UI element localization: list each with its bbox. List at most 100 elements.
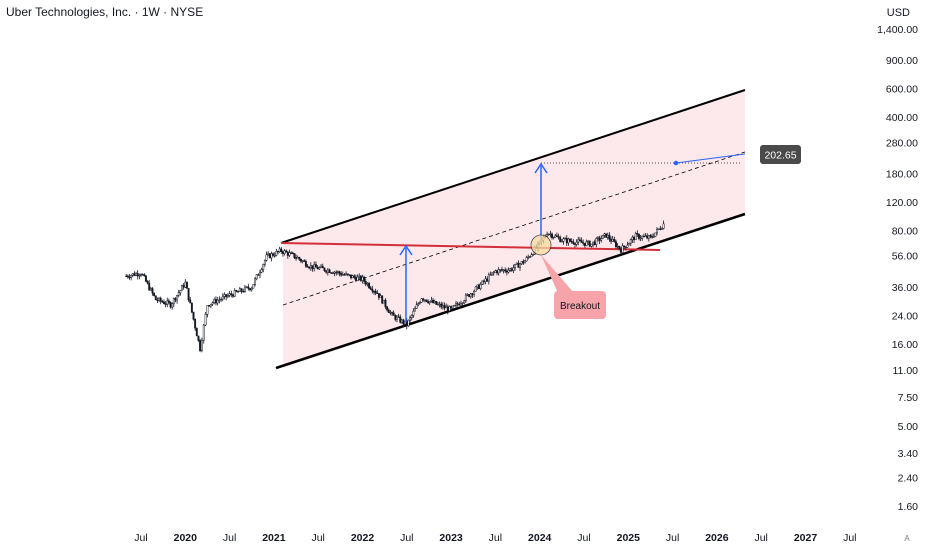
candle-body [564, 238, 567, 240]
candle-body [481, 280, 484, 285]
candle-body [270, 253, 273, 259]
candle-body [272, 253, 275, 256]
x-tick-label: 2023 [439, 532, 463, 544]
candle-body [218, 299, 221, 301]
candle-body [353, 275, 356, 278]
currency-label[interactable]: USD [886, 7, 910, 19]
candle-body [151, 288, 154, 294]
x-tick-label: Jul [311, 532, 324, 544]
y-tick-label: 2.40 [898, 472, 919, 484]
y-tick-label: 24.00 [892, 310, 918, 322]
candle-body [350, 274, 352, 279]
candle-body [140, 274, 142, 276]
candle-body [580, 240, 583, 243]
candle-body [469, 293, 472, 297]
candle-body [639, 237, 642, 240]
candle-body [512, 267, 515, 271]
target-price-badge [760, 145, 801, 164]
candle-body [437, 304, 439, 306]
candle-body [143, 274, 146, 277]
candle-body [278, 248, 281, 252]
candle-body [463, 300, 466, 304]
candle-body [567, 238, 570, 244]
candle-body [484, 278, 487, 282]
candle-body [171, 303, 174, 308]
auto-scale-button[interactable]: A [904, 534, 910, 543]
candle-body [659, 228, 662, 230]
candle-body [587, 240, 590, 243]
candle-body [464, 294, 467, 302]
candle-body [265, 254, 268, 261]
candle-body [262, 264, 265, 270]
candle-body [466, 294, 469, 296]
candle-body [364, 281, 367, 285]
candle-body [628, 242, 631, 246]
breakout-callout [554, 291, 606, 319]
candle-body [293, 253, 296, 258]
candle-body [386, 306, 389, 311]
candle-body [623, 245, 626, 248]
candle-body [546, 234, 549, 237]
candle-body [325, 270, 328, 273]
candle-body [311, 265, 314, 270]
candle-body [562, 238, 565, 242]
candle-body [148, 282, 151, 291]
candle-body [213, 299, 216, 303]
candle-body [149, 288, 152, 291]
candle-body [423, 299, 426, 301]
candle-body [656, 228, 658, 234]
candle-body [520, 261, 523, 265]
candle-body [649, 235, 652, 237]
candle-body [141, 274, 144, 276]
x-tick-label: 2025 [617, 532, 641, 544]
candle-body [636, 233, 639, 235]
candle-body [402, 319, 405, 325]
candle-body [570, 241, 573, 243]
candle-body [510, 268, 513, 271]
candle-body [559, 237, 562, 243]
candle-body [223, 294, 226, 297]
candle-body [394, 315, 397, 320]
candle-body [387, 309, 390, 313]
candle-body [351, 275, 354, 279]
candle-body [441, 305, 444, 308]
candle-body [377, 293, 380, 298]
candle-body [610, 238, 613, 242]
candle-body [414, 308, 416, 312]
candle-body [415, 304, 418, 309]
candle-body [519, 263, 521, 268]
candle-body [247, 286, 250, 289]
candle-body [340, 273, 343, 276]
candle-body [427, 301, 430, 304]
candle-body [138, 274, 141, 277]
candle-body [369, 287, 372, 290]
candle-body [291, 252, 294, 254]
candle-body [130, 275, 133, 278]
candle-body [626, 244, 629, 248]
candle-body [446, 306, 449, 312]
y-tick-label: 5.00 [898, 421, 919, 433]
candle-body [633, 237, 635, 241]
candle-body [333, 271, 336, 274]
candle-body [430, 299, 433, 302]
candle-body [341, 274, 344, 276]
candle-body [192, 311, 195, 320]
candle-body [309, 265, 312, 269]
candle-body [461, 302, 464, 304]
x-tick-label: 2022 [351, 532, 375, 544]
candle-body [448, 306, 451, 312]
candle-body [487, 274, 490, 282]
x-tick-label: Jul [400, 532, 413, 544]
candle-body [290, 252, 293, 254]
candle-body [504, 269, 507, 272]
x-tick-label: 2021 [262, 532, 286, 544]
candle-body [565, 238, 568, 244]
chart-title: Uber Technologies, Inc. · 1W · NYSE [6, 5, 204, 19]
candle-body [336, 271, 339, 273]
y-axis: 1,400.00 900.00 600.00 400.00 280.00 180.00 12… [877, 24, 918, 513]
candle-body [306, 265, 309, 268]
candle-body [348, 274, 351, 276]
candle-body [660, 228, 663, 230]
candle-body [575, 241, 578, 245]
